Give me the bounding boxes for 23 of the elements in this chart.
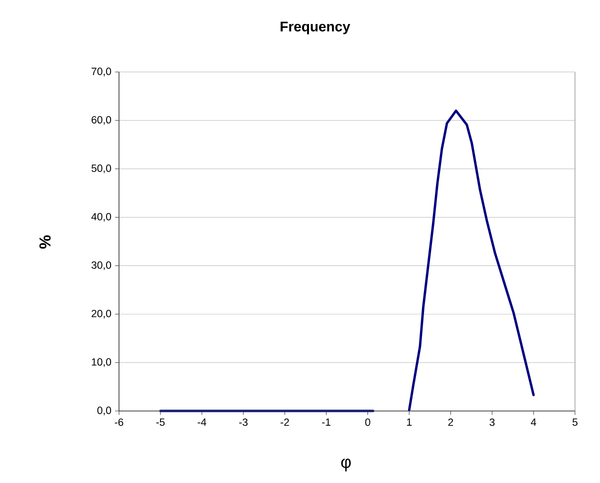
y-tick-label: 50,0: [92, 164, 112, 174]
x-tick-label: -4: [198, 418, 206, 426]
x-tick-label: -5: [156, 418, 165, 426]
x-axis-title: φ: [341, 458, 351, 472]
y-tick-label: 60,0: [92, 116, 112, 125]
y-tick-label: 20,0: [92, 310, 112, 318]
x-tick-label: -2: [280, 418, 289, 426]
y-tick-label: 70,0: [92, 68, 112, 76]
y-tick-label: 0,0: [97, 406, 112, 416]
y-axis-title: %: [39, 235, 51, 249]
x-tick-label: -3: [239, 418, 248, 426]
x-tick-label: -1: [322, 418, 330, 426]
chart-title: Frequency: [280, 22, 350, 34]
y-tick-label: 40,0: [91, 212, 112, 222]
x-tick-label: 4: [530, 418, 536, 426]
x-tick-label: 2: [448, 418, 454, 426]
x-tick-label: 3: [490, 418, 495, 426]
y-tick-label: 30,0: [92, 261, 112, 270]
x-tick-label: 1: [407, 418, 412, 426]
x-tick-label: 0: [365, 418, 370, 426]
x-tick-label: 5: [572, 418, 578, 426]
x-tick-label: -6: [114, 418, 124, 426]
y-tick-label: 10,0: [92, 358, 112, 367]
